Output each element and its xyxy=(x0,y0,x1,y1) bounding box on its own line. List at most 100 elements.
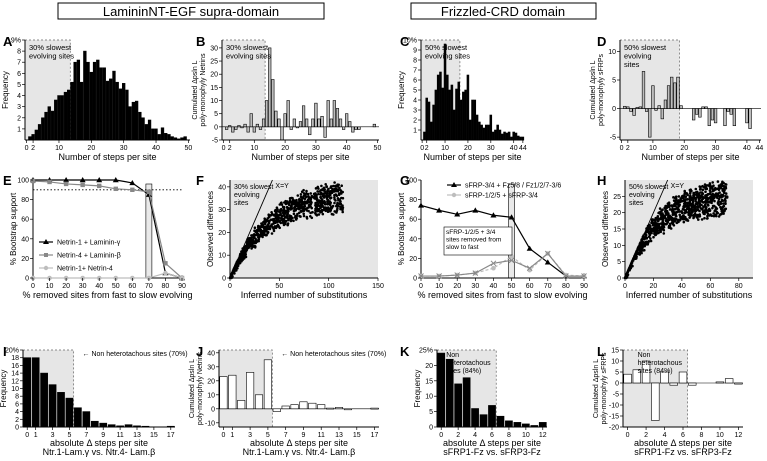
bar-B-32 xyxy=(323,126,327,138)
bar-L-3 xyxy=(651,382,660,421)
ytick-label-B-5: 20 xyxy=(210,72,218,79)
xlabel-C: Number of steps per site xyxy=(423,152,521,162)
xtick-label-C-6: 44 xyxy=(519,145,527,152)
ytick-label-H-3: 15 xyxy=(613,227,621,234)
xtick-label-A-2: 10 xyxy=(55,145,63,152)
ytick-label-E-1: 20 xyxy=(21,256,29,263)
bar-D-8 xyxy=(648,108,652,138)
highlight-E xyxy=(145,183,153,279)
bar-C-8 xyxy=(441,87,445,141)
bar-C-39 xyxy=(512,131,515,141)
ytick-label-G-3: 60 xyxy=(409,217,417,224)
panel-letter-H: H xyxy=(597,173,606,188)
ytick-label-J-1: 0 xyxy=(211,406,215,413)
panel-letter-J: J xyxy=(196,344,203,359)
ylabel-E: % Bootstrap support xyxy=(9,192,18,265)
xtick-label-A-1: 2 xyxy=(31,145,35,152)
ytick-label-B-2: 5 xyxy=(214,111,218,118)
ylabel-C: Frequency xyxy=(397,71,406,109)
bar-A-15 xyxy=(76,59,81,141)
xtick-label-J-6: 11 xyxy=(318,432,325,439)
bar-J-3 xyxy=(246,372,255,410)
bar-C-1 xyxy=(425,97,428,141)
xtick-label-B-3: 20 xyxy=(281,145,289,152)
point-G-0-5 xyxy=(508,214,515,220)
bar-B-22 xyxy=(292,118,296,128)
bar-J-4 xyxy=(254,394,264,410)
bar-K-2 xyxy=(454,383,463,428)
ytick-label-H-0: 0 xyxy=(617,276,621,283)
bar-D-11 xyxy=(657,105,661,109)
xtick-label-B-0: 0 xyxy=(222,145,226,152)
annotation-H-2: sites xyxy=(629,200,644,207)
xtick-label-B-5: 40 xyxy=(343,145,351,152)
bar-A-11 xyxy=(63,91,68,141)
bar-A-21 xyxy=(96,59,100,141)
xtick-label-A-3: 20 xyxy=(87,145,95,152)
bar-A-22 xyxy=(99,67,103,141)
xtick-label-J-3: 5 xyxy=(266,432,270,439)
point-G-1-4 xyxy=(491,265,496,271)
bar-B-1 xyxy=(228,125,232,128)
bar-B-10 xyxy=(255,123,259,128)
xtick-label-L-3: 6 xyxy=(681,432,685,439)
point-G-0-4 xyxy=(490,212,497,218)
bar-A-27 xyxy=(115,81,119,141)
bar-D-16 xyxy=(673,82,677,109)
ytick-label-D-0: -5 xyxy=(610,135,616,142)
chart-G: 0 20 40 60 80 100 0 10 20 30 40 50 60 70 80 90% removed… xyxy=(397,178,588,301)
ytick-label-G-0: 0 xyxy=(413,276,417,283)
xtick-label-C-3: 20 xyxy=(464,145,472,152)
point-E-1-3 xyxy=(80,182,85,188)
bar-I-0 xyxy=(23,357,32,428)
annotation-B-0: 30% slowest xyxy=(226,43,269,52)
bar-K-9 xyxy=(513,422,522,428)
point-G-2-2 xyxy=(454,272,461,278)
xtick-label-J-9: 17 xyxy=(371,432,379,439)
legend-marker-E-2 xyxy=(43,265,49,271)
xtick-label-I-6: 11 xyxy=(116,432,123,439)
xtick-label-K-3: 6 xyxy=(490,432,494,439)
bar-J-2 xyxy=(237,400,246,410)
bar-C-21 xyxy=(471,99,474,141)
bar-B-17 xyxy=(277,118,281,128)
ylabel-D: Cumulated Δpsln L xyxy=(590,60,597,119)
annotation-L-0: Non xyxy=(638,352,651,359)
ytick-label-I-2: 4 xyxy=(15,409,19,416)
bar-C-34 xyxy=(500,133,504,141)
ytick-label-E-3: 60 xyxy=(21,217,29,224)
point-G-2-9 xyxy=(581,273,587,279)
ytick-label-K-1: 5 xyxy=(429,409,433,416)
xlabel2-I: Ntr.1-Lam.γ vs. Ntr.4- Lam.β xyxy=(43,447,156,457)
bar-D-24 xyxy=(698,108,702,118)
bar-B-6 xyxy=(243,123,247,128)
bar-A-24 xyxy=(105,80,110,141)
bar-A-2 xyxy=(34,129,38,141)
xtick-label-F-0: 0 xyxy=(228,283,232,290)
bar-B-24 xyxy=(298,121,303,128)
panel-letter-D: D xyxy=(597,34,606,49)
ytick-label-B-4: 15 xyxy=(210,85,218,92)
bar-L-10 xyxy=(715,381,725,384)
bar-A-7 xyxy=(50,110,55,141)
panel-letter-I: I xyxy=(3,344,7,359)
annotation-D-1: evolving xyxy=(624,52,652,61)
ytick-label-F-0: 0 xyxy=(222,276,226,283)
xtick-label-H-3: 60 xyxy=(706,283,714,290)
ytick-label-A-0: 1 xyxy=(17,126,21,133)
ytick-label-I-10: 20% xyxy=(5,348,19,355)
xtick-label-C-5: 40 xyxy=(510,145,518,152)
legend-marker-G-1 xyxy=(451,192,457,198)
xtick-label-L-1: 2 xyxy=(644,432,648,439)
bar-B-42 xyxy=(354,126,358,130)
xtick-label-H-2: 40 xyxy=(678,283,686,290)
ytick-label-A-1: 2 xyxy=(17,115,21,122)
bar-C-0 xyxy=(423,131,426,141)
point-E-0-6 xyxy=(129,179,136,186)
ytick-label-G-2: 40 xyxy=(409,236,417,243)
bar-A-40 xyxy=(157,134,161,141)
ytick-label-F-1: 10 xyxy=(218,253,226,260)
bar-L-4 xyxy=(660,371,669,384)
ytick-label-K-2: 10 xyxy=(425,394,433,401)
